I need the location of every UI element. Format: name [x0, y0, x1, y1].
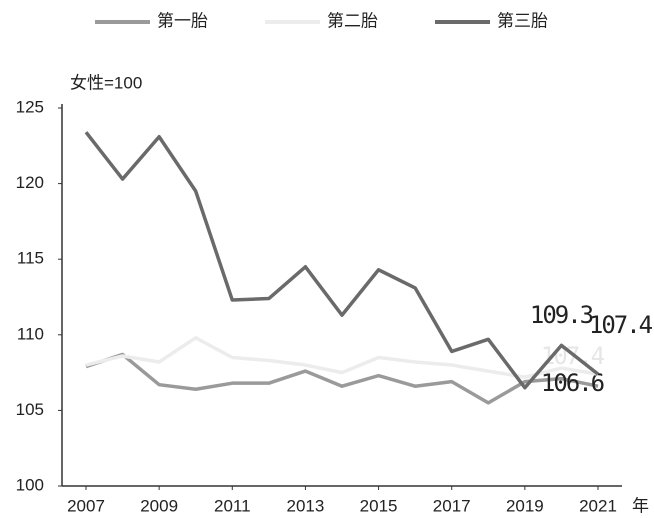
legend-label: 第二胎 [327, 11, 378, 30]
y-tick-label: 110 [17, 324, 44, 343]
x-tick-label: 2013 [287, 496, 325, 515]
value-label: 109.3 [530, 301, 593, 329]
x-tick-label: 2017 [433, 496, 471, 515]
x-tick-label: 2011 [214, 496, 251, 515]
series-line [84, 131, 600, 390]
x-tick-label: 2009 [140, 496, 178, 515]
value-label: 107.4 [589, 311, 653, 339]
x-tick-label: 2015 [360, 496, 398, 515]
x-unit: 年 [632, 496, 649, 515]
y-tick-label: 120 [16, 173, 44, 192]
series-line [85, 336, 599, 379]
y-tick-label: 100 [16, 475, 44, 494]
x-tick-label: 2021 [579, 496, 617, 515]
x-tick-label: 2019 [506, 496, 544, 515]
legend-label: 第一胎 [157, 11, 208, 30]
series-line [85, 352, 599, 405]
y-unit: 女性=100 [70, 73, 142, 92]
y-tick-label: 125 [16, 97, 44, 116]
y-tick-label: 105 [16, 400, 44, 419]
x-tick-label: 2007 [67, 496, 105, 515]
legend-label: 第三胎 [497, 11, 548, 30]
y-tick-label: 115 [17, 249, 44, 268]
